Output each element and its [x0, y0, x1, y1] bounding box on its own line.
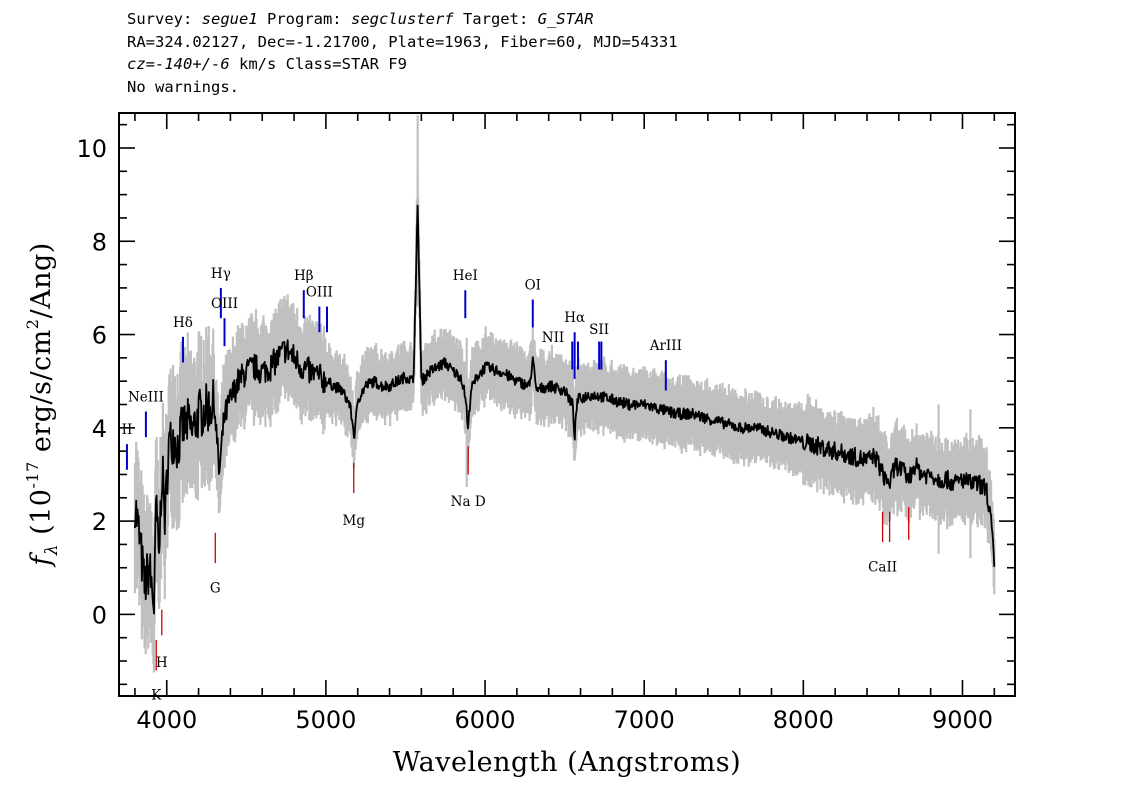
- absorption-line-label: Na D: [451, 494, 486, 510]
- emission-line-label: HeI: [453, 268, 478, 284]
- y-tick-label: 2: [92, 508, 107, 536]
- emission-line-label: Hδ: [173, 315, 193, 331]
- emission-line-label: OIII: [306, 285, 333, 301]
- y-axis-title: fλ (10-17 erg/s/cm2/Ang): [23, 242, 62, 568]
- x-tick-label: 9000: [932, 706, 993, 734]
- emission-line-label: Hγ: [211, 266, 231, 282]
- y-axis-title-close: /Ang): [26, 242, 57, 318]
- y-tick-label: 0: [92, 601, 107, 629]
- y-axis-title-f: f: [26, 552, 57, 568]
- x-tick-label: 5000: [295, 706, 356, 734]
- emission-line-label: NII: [542, 330, 564, 346]
- x-axis-title: Wavelength (Angstroms): [393, 747, 741, 778]
- y-axis-title-mid: erg/s/cm: [26, 329, 57, 461]
- cz-value: cz=-140+/-6: [127, 55, 230, 73]
- y-axis-title-open: (10: [26, 489, 57, 544]
- header-line-survey: Survey: segue1 Program: segclusterf Targ…: [127, 8, 678, 31]
- header-line-warnings: No warnings.: [127, 77, 239, 96]
- y-tick-label: 6: [92, 322, 107, 350]
- survey-label: Survey:: [127, 10, 202, 28]
- absorption-line-label: Mg: [343, 513, 366, 529]
- absorption-line-label: H: [156, 655, 168, 671]
- emission-line-label: Hα: [564, 310, 585, 326]
- class-info: km/s Class=STAR F9: [229, 55, 407, 73]
- axis-ticks: 4000 5000 6000 7000 8000 9000 0 2 4 6 8 10: [76, 113, 1015, 734]
- flux-line: [134, 204, 996, 615]
- x-tick-label: 4000: [136, 706, 197, 734]
- emission-line-label: NeIII: [128, 390, 164, 406]
- emission-line-label: ArIII: [649, 338, 682, 354]
- emission-line-label: OIII: [211, 296, 238, 312]
- emission-line-label: II: [122, 422, 133, 438]
- absorption-line-label: CaII: [868, 559, 897, 575]
- x-tick-label: 7000: [614, 706, 675, 734]
- target-label: Target:: [453, 10, 538, 28]
- header-line-redshift: cz=-140+/-6 km/s Class=STAR F9: [127, 53, 678, 76]
- x-tick-label: 6000: [455, 706, 516, 734]
- flux-series: [134, 204, 996, 615]
- y-tick-label: 4: [92, 415, 107, 443]
- y-axis-title-sub: λ: [42, 544, 62, 556]
- header-line-coordinates: RA=324.02127, Dec=-1.21700, Plate=1963, …: [127, 32, 678, 51]
- x-tick-label: 8000: [773, 706, 834, 734]
- y-tick-label: 8: [92, 228, 107, 256]
- survey-value: segue1: [201, 10, 258, 28]
- emission-line-label: Hβ: [294, 268, 314, 284]
- y-tick-label: 10: [76, 135, 107, 163]
- emission-line-label: OI: [525, 278, 541, 294]
- program-label: Program:: [257, 10, 351, 28]
- y-axis-title-exp2: 2: [23, 319, 42, 330]
- absorption-line-label: G: [210, 580, 221, 596]
- spectrum-header: Survey: segue1 Program: segclusterf Targ…: [127, 8, 678, 98]
- target-value: G_STAR: [537, 10, 594, 28]
- spectral-line-annotations: IINeIIIHδHγOIIIHβOIIIHeIOINIIHαSIIArIIIK…: [122, 266, 910, 704]
- y-axis-title-exp: -17: [23, 461, 42, 488]
- program-value: segclusterf: [350, 10, 454, 28]
- emission-line-label: SII: [589, 322, 609, 338]
